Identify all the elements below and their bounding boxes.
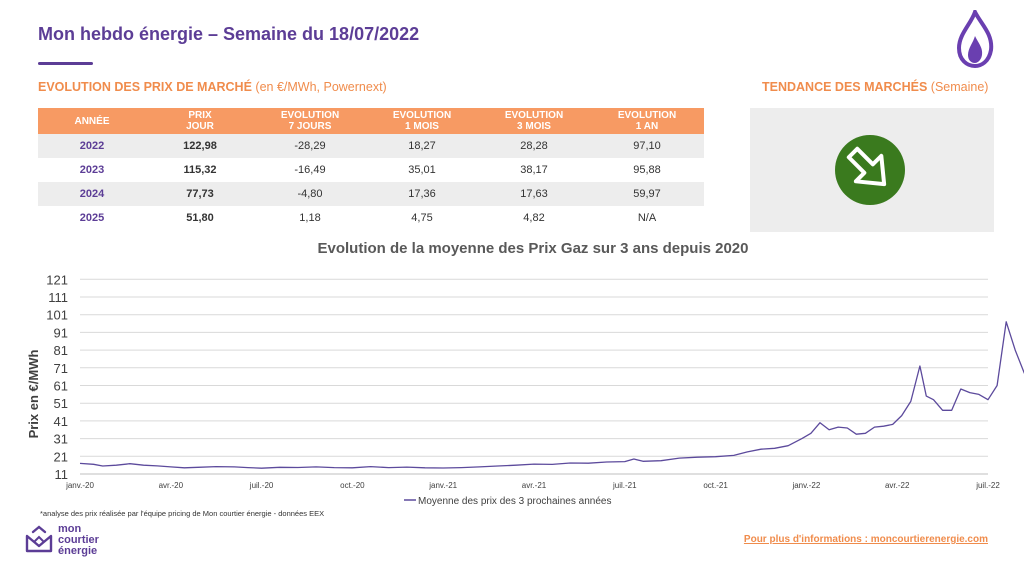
- cell-price: 115,32: [146, 158, 254, 182]
- cell-evo-3m: 4,82: [478, 206, 590, 230]
- trend-section-title: TENDANCE DES MARCHÉS (Semaine): [762, 80, 988, 94]
- x-tick-label: avr.-21: [522, 481, 547, 490]
- logo-line: énergie: [58, 545, 98, 557]
- cell-year: 2023: [38, 158, 146, 182]
- x-tick-label: avr.-22: [885, 481, 910, 490]
- cell-evo-1y: N/A: [590, 206, 704, 230]
- page-title: Mon hebdo énergie – Semaine du 18/07/202…: [38, 24, 420, 44]
- x-tick-label: avr.-20: [159, 481, 184, 490]
- arrow-down-right-icon: [835, 135, 905, 205]
- logo-line: courtier: [58, 534, 99, 546]
- trend-section-subtitle: (Semaine): [930, 80, 989, 94]
- cell-evo-1y: 59,97: [590, 182, 704, 206]
- table-row: 2023 115,32 -16,49 35,01 38,17 95,88: [38, 158, 704, 182]
- x-tick-label: juil.-22: [975, 481, 1000, 490]
- logo-icon: [25, 525, 53, 553]
- legend-label: Moyenne des prix des 3 prochaines années: [418, 496, 611, 507]
- flame-icon: [956, 10, 994, 68]
- logo-line: mon: [58, 523, 82, 535]
- cell-evo-7d: -28,29: [254, 134, 366, 158]
- cell-price: 51,80: [146, 206, 254, 230]
- cell-price: 77,73: [146, 182, 254, 206]
- x-tick-label: janv.-20: [65, 481, 94, 490]
- y-tick-label: 21: [54, 449, 68, 464]
- cell-evo-1y: 95,88: [590, 158, 704, 182]
- header-evo-3m: EVOLUTION 3 MOIS: [478, 108, 590, 134]
- header-price: PRIX JOUR: [146, 108, 254, 134]
- cell-evo-3m: 17,63: [478, 182, 590, 206]
- y-tick-label: 51: [54, 396, 68, 411]
- x-tick-label: juil.-21: [612, 481, 637, 490]
- table-row: 2025 51,80 1,18 4,75 4,82 N/A: [38, 206, 704, 230]
- series-line: [79, 321, 1024, 469]
- footnote: *analyse des prix réalisée par l'équipe …: [40, 509, 325, 518]
- y-tick-label: 101: [46, 308, 68, 323]
- header-evo-1y: EVOLUTION 1 AN: [590, 108, 704, 134]
- y-tick-label: 61: [54, 379, 68, 394]
- x-tick-label: juil.-20: [249, 481, 274, 490]
- logo-text: mon courtier énergie: [58, 524, 99, 557]
- y-tick-label: 121: [46, 272, 68, 287]
- prices-section-heading: EVOLUTION DES PRIX DE MARCHÉ: [38, 80, 252, 94]
- y-tick-label: 91: [54, 325, 68, 340]
- header-evo-1m: EVOLUTION 1 MOIS: [366, 108, 478, 134]
- cell-year: 2024: [38, 182, 146, 206]
- x-tick-label: janv.-22: [791, 481, 820, 490]
- cell-year: 2022: [38, 134, 146, 158]
- y-tick-label: 81: [54, 343, 68, 358]
- cell-evo-1m: 35,01: [366, 158, 478, 182]
- cell-evo-7d: -4,80: [254, 182, 366, 206]
- x-tick-label: oct.-21: [703, 481, 728, 490]
- y-tick-label: 41: [54, 414, 68, 429]
- x-tick-label: janv.-21: [428, 481, 457, 490]
- y-tick-label: 111: [48, 290, 68, 305]
- prices-section-subtitle: (en €/MWh, Powernext): [255, 80, 387, 94]
- cell-evo-7d: 1,18: [254, 206, 366, 230]
- prices-section-title: EVOLUTION DES PRIX DE MARCHÉ (en €/MWh, …: [38, 80, 387, 94]
- title-underline: [38, 62, 93, 65]
- cell-year: 2025: [38, 206, 146, 230]
- table-header-row: Année PRIX JOUR EVOLUTION 7 JOURS EVOLUTIO…: [38, 108, 704, 134]
- cell-evo-1m: 4,75: [366, 206, 478, 230]
- cell-price: 122,98: [146, 134, 254, 158]
- prices-table: Année PRIX JOUR EVOLUTION 7 JOURS EVOLUTIO…: [38, 108, 704, 230]
- header-year: Année: [38, 108, 146, 134]
- y-tick-label: 11: [55, 467, 69, 482]
- cell-evo-3m: 38,17: [478, 158, 590, 182]
- cell-evo-3m: 28,28: [478, 134, 590, 158]
- trend-section-heading: TENDANCE DES MARCHÉS: [762, 80, 928, 94]
- table-row: 2024 77,73 -4,80 17,36 17,63 59,97: [38, 182, 704, 206]
- cell-evo-7d: -16,49: [254, 158, 366, 182]
- cell-evo-1y: 97,10: [590, 134, 704, 158]
- cell-evo-1m: 18,27: [366, 134, 478, 158]
- chart-title: Evolution de la moyenne des Prix Gaz sur…: [317, 240, 749, 257]
- y-tick-label: 31: [54, 432, 68, 447]
- more-info-link[interactable]: Pour plus d'informations : moncourtieren…: [743, 534, 988, 545]
- x-tick-label: oct.-20: [340, 481, 365, 490]
- y-axis-label: Prix en €/MWh: [26, 350, 41, 439]
- y-tick-label: 71: [54, 361, 68, 376]
- header-evo-7d: EVOLUTION 7 JOURS: [254, 108, 366, 134]
- cell-evo-1m: 17,36: [366, 182, 478, 206]
- table-row: 2022 122,98 -28,29 18,27 28,28 97,10: [38, 134, 704, 158]
- price-line-chart: Prix en €/MWh 11 21 31 41 51 61 71 81 91 101 111 12…: [26, 272, 1024, 507]
